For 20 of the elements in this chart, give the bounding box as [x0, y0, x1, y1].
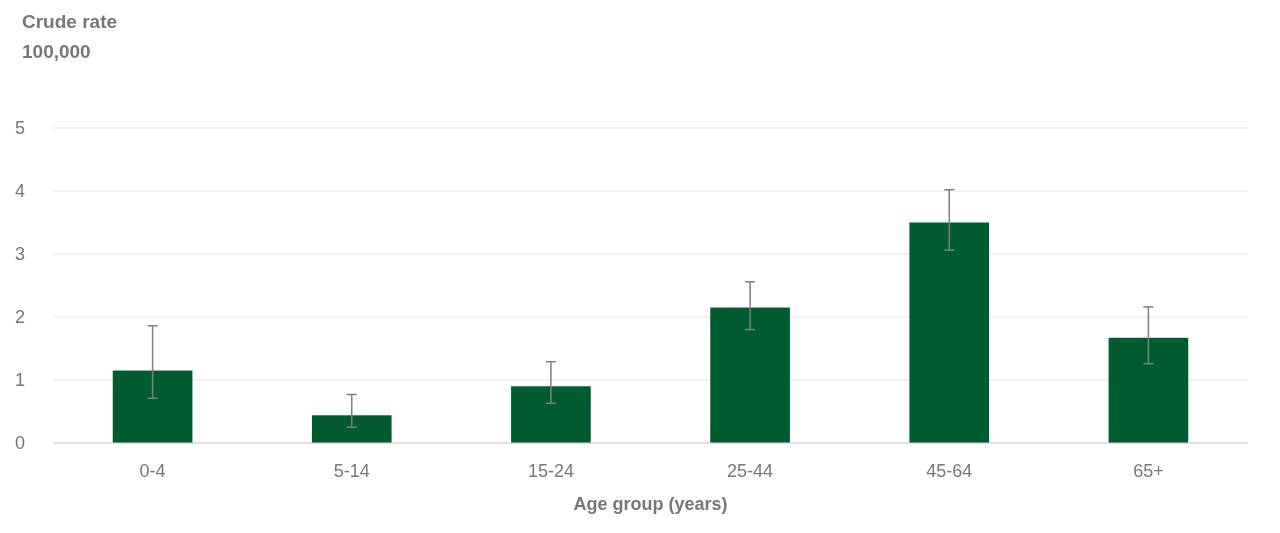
bar	[909, 222, 990, 443]
x-tick-label: 15-24	[527, 461, 574, 481]
y-tick-label: 2	[14, 307, 25, 328]
x-axis-title: Age group (years)	[573, 494, 728, 514]
x-tick-label: 5-14	[333, 461, 370, 481]
bar	[311, 415, 392, 443]
x-tick-label: 25-44	[727, 461, 774, 481]
bar	[511, 386, 591, 443]
y-tick-label: 1	[14, 370, 25, 391]
y-axis-title: Crude rate 100,000	[22, 11, 118, 62]
x-tick-label: 0-4	[139, 461, 166, 481]
x-tick-label: 65+	[1133, 461, 1164, 481]
y-tick-label: 3	[14, 244, 25, 265]
y-tick-label: 0	[14, 433, 25, 454]
y-tick-label: 4	[14, 181, 25, 202]
bar	[1108, 337, 1189, 443]
y-tick-label: 5	[14, 118, 25, 139]
x-tick-label: 45-64	[926, 461, 973, 481]
bar	[112, 370, 193, 443]
bar	[710, 307, 790, 443]
